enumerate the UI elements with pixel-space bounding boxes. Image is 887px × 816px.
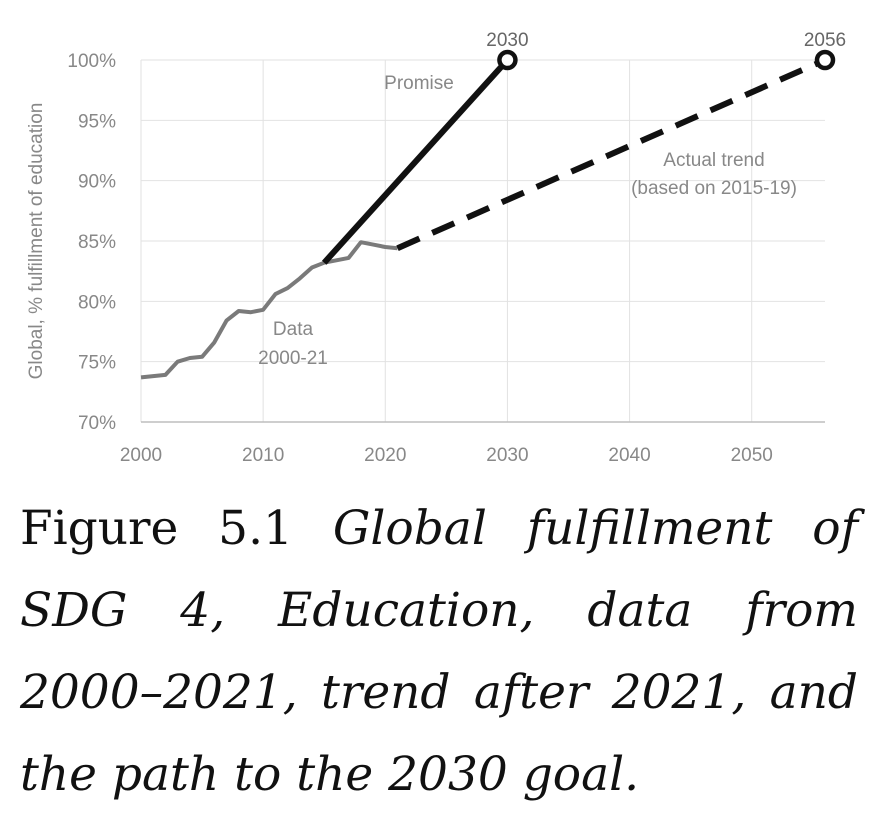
y-tick-label: 100% — [67, 51, 116, 72]
endpoints-group: 2030 2056 — [486, 30, 846, 71]
x-tick-label: 2020 — [364, 445, 406, 466]
x-tick-label: 2040 — [608, 445, 650, 466]
data-annotation-line2: 2000-21 — [258, 348, 328, 369]
figure-caption: Figure 5.1 Global fulfillment of SDG 4, … — [20, 488, 858, 816]
grid-lines — [140, 59, 825, 423]
trend-annotation-line1: Actual trend — [663, 150, 764, 171]
y-tick-label: 90% — [78, 172, 116, 193]
y-tick-label: 95% — [78, 111, 116, 132]
promise-annotation: Promise — [384, 73, 454, 94]
y-tick-label: 70% — [78, 413, 116, 434]
trend-series-line — [396, 57, 827, 251]
data-series-line — [140, 240, 398, 380]
y-tick-label: 75% — [78, 353, 116, 374]
y-axis-ticks: 70% 75% 80% 85% 90% 95% 100% — [67, 51, 116, 434]
series-group — [140, 57, 827, 380]
x-tick-label: 2000 — [120, 445, 162, 466]
promise-series-line — [321, 57, 510, 265]
y-tick-label: 85% — [78, 232, 116, 253]
caption-text: Global fulfillment of SDG 4, Education, … — [20, 501, 858, 802]
chart: 70%75%80%85%90%95%100% 2000 2010 2020 2030 2… — [26, 30, 846, 466]
endpoint-marker — [814, 49, 836, 71]
trend-annotation-line2: (based on 2015-19) — [631, 178, 797, 199]
x-tick-label: 2050 — [731, 445, 773, 466]
x-tick-label: 2030 — [486, 445, 528, 466]
y-axis-label: Global, % fulfillment of education — [26, 103, 47, 380]
caption-prefix: Figure 5.1 — [20, 501, 293, 556]
endpoint-marker — [497, 49, 518, 71]
endpoint-label: 2056 — [804, 30, 846, 51]
x-axis-ticks: 2000 2010 2020 2030 2040 2050 — [120, 445, 773, 466]
x-tick-label: 2010 — [242, 445, 284, 466]
y-tick-label: 80% — [78, 292, 116, 313]
endpoint-label: 2030 — [486, 30, 528, 51]
data-annotation-line1: Data — [273, 319, 314, 340]
